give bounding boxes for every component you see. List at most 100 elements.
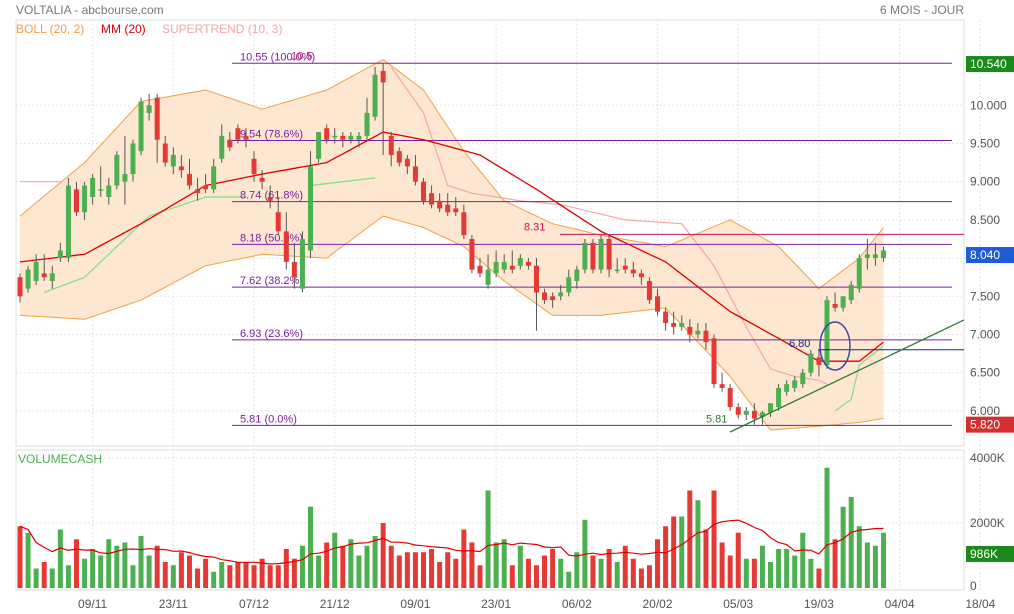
- volume-bar: [880, 532, 886, 588]
- candle-body: [186, 174, 192, 186]
- volume-bar: [211, 571, 217, 588]
- volume-bar: [477, 565, 483, 588]
- candle-body: [275, 212, 281, 232]
- volume-bar: [154, 545, 160, 588]
- x-tick-label: 19/03: [804, 597, 834, 611]
- moving-average-mm20: [19, 131, 884, 362]
- candle-body: [57, 250, 63, 259]
- price-tick-label: 6.500: [970, 366, 1000, 380]
- volume-bar: [566, 571, 572, 588]
- volume-bar: [316, 555, 322, 588]
- candle-body: [848, 284, 854, 301]
- volume-bar: [332, 532, 338, 588]
- supertrend-down: [390, 66, 828, 385]
- price-panel-frame: [15, 19, 965, 447]
- volume-bar: [186, 555, 192, 588]
- candle-body: [49, 273, 55, 282]
- candle-body: [768, 403, 774, 413]
- candle-body: [17, 277, 23, 297]
- fib-label: 9.54 (78.6%): [240, 128, 303, 140]
- mm20-line: [19, 131, 884, 362]
- volume-bar: [663, 526, 669, 588]
- volume-bar: [671, 516, 677, 588]
- bollinger-lower: [19, 215, 884, 431]
- price-tick-label: 7.500: [970, 289, 1000, 303]
- volume-bar: [550, 549, 556, 588]
- volume-bar: [195, 568, 201, 588]
- volume-bar: [517, 545, 523, 588]
- fib-overlap-label: 10.5: [291, 50, 312, 62]
- x-tick-label: 07/12: [239, 597, 269, 611]
- volume-bar: [235, 562, 241, 588]
- candle-body: [663, 311, 669, 324]
- volume-bar: [751, 558, 757, 588]
- x-tick-label: 05/03: [723, 597, 753, 611]
- fib-label: 8.18 (50.0%): [240, 232, 303, 244]
- candle-body: [638, 273, 644, 278]
- x-tick-label: 20/02: [643, 597, 673, 611]
- price-tick-label: 8.500: [970, 213, 1000, 227]
- volume-bar: [251, 565, 257, 588]
- candle-body: [590, 242, 596, 270]
- candle-body: [856, 258, 862, 289]
- volume-bar: [832, 539, 838, 588]
- low-label: 5.81: [706, 413, 727, 425]
- volume-bar: [727, 555, 733, 588]
- candle-body: [880, 250, 886, 259]
- volume-bar: [743, 558, 749, 588]
- volume-bar: [776, 549, 782, 588]
- volume-bar: [679, 516, 685, 588]
- volume-bar: [412, 552, 418, 588]
- highlight-circle: [819, 321, 851, 371]
- volume-bar: [114, 545, 120, 588]
- candle-body: [251, 158, 257, 175]
- volume-bar: [227, 565, 233, 588]
- volume-bar: [800, 532, 806, 588]
- candle-body: [291, 261, 297, 278]
- volume-bar: [73, 539, 79, 588]
- price-tick-label: 7.000: [970, 328, 1000, 342]
- candle-body: [259, 177, 265, 182]
- candle-body: [711, 338, 717, 385]
- volume-bar: [574, 552, 580, 588]
- volume-bar: [606, 549, 612, 588]
- volume-bar: [275, 565, 281, 588]
- candle-body: [824, 300, 830, 366]
- volume-bar: [404, 552, 410, 588]
- volume-bar: [429, 549, 435, 588]
- candle-body: [25, 269, 31, 289]
- candle-body: [324, 128, 330, 140]
- volume-average-line: [19, 519, 884, 565]
- candle-body: [219, 135, 225, 159]
- volume-bar: [703, 529, 709, 588]
- annotations: 8.31 6.80 5.81: [524, 221, 965, 433]
- volume-bar: [768, 562, 774, 588]
- volume-bar: [203, 558, 209, 588]
- volume-bar: [138, 536, 144, 588]
- x-tick-label: 04/04: [885, 597, 915, 611]
- candle-body: [364, 112, 370, 136]
- candle-body: [655, 296, 661, 312]
- support-label: 6.80: [789, 338, 810, 350]
- volume-bar: [558, 558, 564, 588]
- volume-bar: [90, 549, 96, 588]
- candle-body: [445, 204, 451, 213]
- bollinger-fill: [20, 59, 884, 430]
- candle-body: [372, 74, 378, 117]
- candle-body: [671, 323, 677, 327]
- volume-bar: [630, 558, 636, 588]
- volume-bar: [283, 549, 289, 588]
- candle-body: [461, 212, 467, 236]
- volume-bar: [784, 549, 790, 588]
- candle-body: [525, 261, 531, 266]
- legend-volume: VOLUMECASH: [18, 452, 102, 466]
- candle-body: [146, 105, 152, 113]
- candle-body: [840, 296, 846, 308]
- badge-volume: 986K: [970, 547, 998, 561]
- price-tick-label: 10.000: [970, 98, 1007, 112]
- candle-body: [751, 410, 757, 419]
- x-tick-label: 23/11: [159, 597, 188, 611]
- candle-body: [90, 177, 96, 197]
- fib-label: 7.62 (38.2%): [240, 275, 303, 287]
